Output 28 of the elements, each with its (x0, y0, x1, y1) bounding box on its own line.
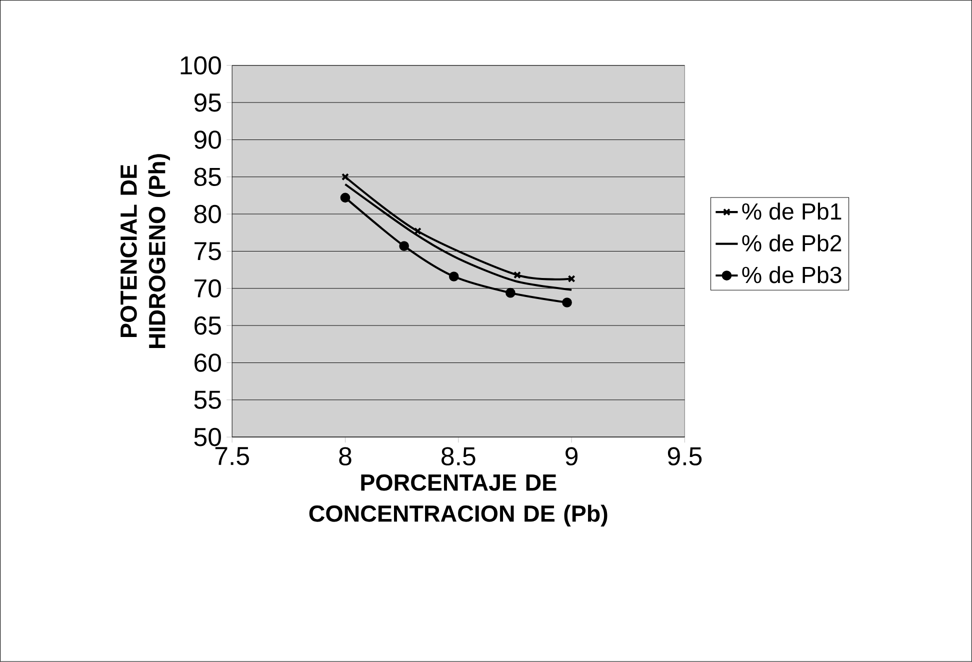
x-axis-title: PORCENTAJE DE CONCENTRACION DE (Pb) (309, 474, 608, 527)
legend-label: % de Pb3 (742, 266, 842, 284)
legend-label: % de Pb2 (742, 234, 842, 252)
point (562, 298, 572, 308)
point (513, 271, 522, 279)
y-tick-label: 55 (194, 390, 221, 409)
y-tick-label: 70 (194, 279, 221, 298)
y-tick-label: 80 (194, 205, 221, 224)
y-tick-label: 95 (194, 94, 221, 112)
y-tick-label: 90 (194, 130, 221, 149)
y-tick-label: 85 (194, 168, 221, 186)
y-tick-label: 65 (194, 316, 221, 335)
point (414, 227, 422, 236)
x-tick-label: 8.5 (442, 447, 476, 466)
point (340, 192, 350, 203)
y-tick-label: 100 (180, 56, 221, 75)
x-tick-label: 9 (566, 447, 578, 466)
x-tick-label: 7.5 (215, 447, 249, 466)
y-tick-label: 50 (194, 428, 221, 446)
y-tick-label: 60 (194, 354, 221, 372)
point (506, 288, 516, 298)
x-tick-label: 8 (339, 447, 352, 466)
y-axis-title: POTENCIAL DE HIDROGENO (Ph) (120, 154, 170, 348)
x-tick-label: 9.5 (668, 447, 702, 466)
legend-label: % de Pb1 (742, 202, 842, 220)
y-tick-label: 75 (194, 242, 221, 260)
point (448, 272, 459, 282)
point (399, 241, 409, 252)
